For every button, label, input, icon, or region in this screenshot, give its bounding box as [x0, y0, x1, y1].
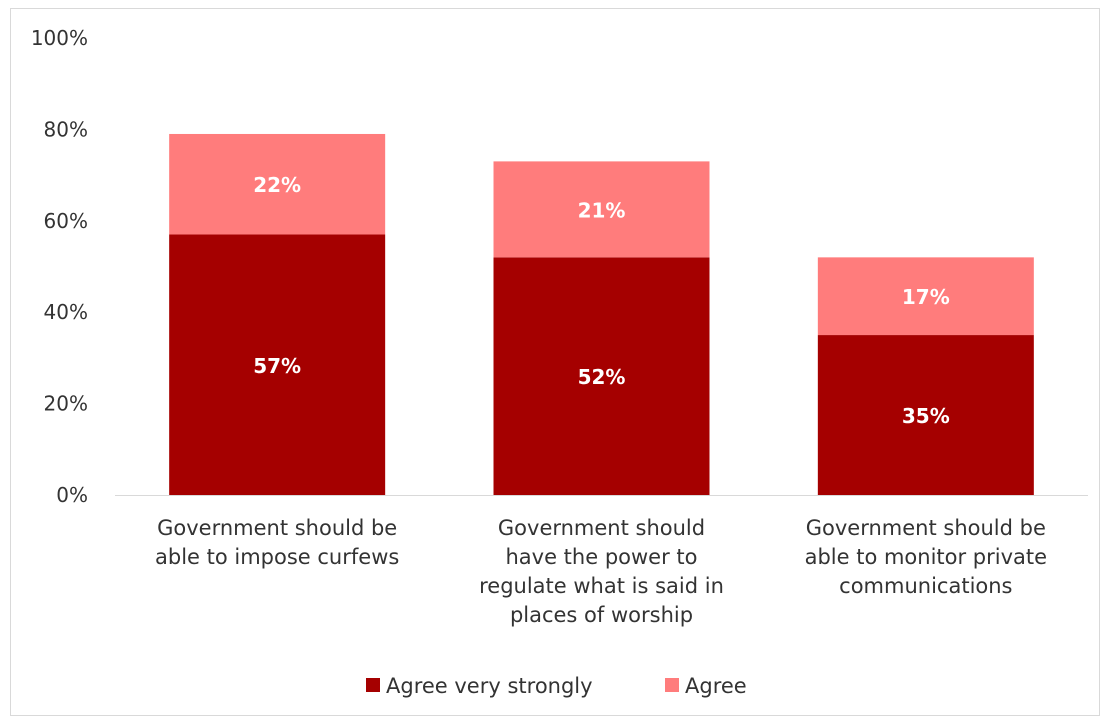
x-category-label: Government should be [806, 516, 1046, 540]
data-label: 35% [902, 404, 950, 428]
y-tick-label: 60% [44, 209, 88, 233]
legend-label: Agree [685, 674, 747, 698]
x-category-label: regulate what is said in [479, 574, 724, 598]
data-label: 52% [578, 365, 626, 389]
chart-frame [10, 8, 1100, 716]
y-tick-label: 0% [56, 483, 88, 507]
data-label: 21% [578, 198, 626, 222]
data-label: 22% [253, 173, 301, 197]
x-category-label: places of worship [510, 603, 693, 627]
bar-agree [493, 161, 710, 258]
y-tick-label: 80% [44, 117, 88, 141]
bar-agree-very-strongly [169, 234, 386, 495]
y-tick-label: 40% [44, 300, 88, 324]
x-category-label: Government should be [157, 516, 397, 540]
x-category-label: Government should [498, 516, 705, 540]
bar-agree [817, 257, 1034, 336]
y-tick-label: 20% [44, 392, 88, 416]
x-category-label: able to impose curfews [155, 545, 399, 569]
x-category-label: have the power to [505, 545, 697, 569]
y-tick-label: 100% [31, 26, 88, 50]
legend-swatch-agree [665, 678, 679, 692]
legend-label: Agree very strongly [386, 674, 593, 698]
x-category-label: able to monitor private [805, 545, 1047, 569]
x-category-label: communications [839, 574, 1012, 598]
data-label: 57% [253, 354, 301, 378]
data-label: 17% [902, 285, 950, 309]
bar-agree-very-strongly [493, 257, 710, 495]
legend-swatch-agree-very-strongly [366, 678, 380, 692]
bar-agree-very-strongly [817, 335, 1034, 495]
bar-agree [169, 133, 386, 235]
